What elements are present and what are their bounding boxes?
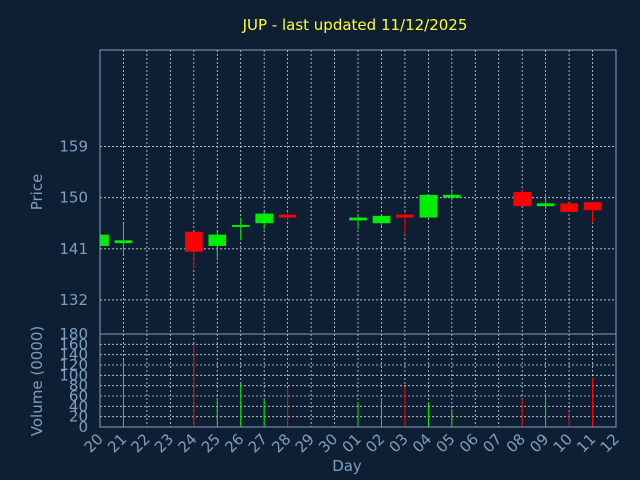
x-tick-label: 23 xyxy=(151,430,177,456)
x-tick-label: 30 xyxy=(315,430,341,456)
x-tick-label: 07 xyxy=(479,430,505,456)
x-tick-label: 22 xyxy=(128,430,154,456)
candle-body xyxy=(100,234,109,246)
x-tick-label: 25 xyxy=(198,430,224,456)
volume-tick-label: 160 xyxy=(59,335,88,353)
candle-body xyxy=(185,231,203,252)
candle-body xyxy=(396,214,414,218)
x-tick-label: 02 xyxy=(362,430,388,456)
x-tick-label: 04 xyxy=(409,430,435,456)
candle-body xyxy=(349,217,367,221)
x-axis-label: Day xyxy=(332,457,362,475)
x-tick-label: 12 xyxy=(597,430,623,456)
x-tick-label: 11 xyxy=(573,430,599,456)
volume-tick-label: 40 xyxy=(69,397,88,415)
price-axis-ticks: 132 141 150 159 xyxy=(59,138,88,309)
x-tick-label: 03 xyxy=(386,430,412,456)
price-tick-label: 159 xyxy=(59,138,88,156)
x-tick-label: 26 xyxy=(221,430,247,456)
x-tick-label: 05 xyxy=(432,430,458,456)
candle-body xyxy=(231,224,250,227)
x-tick-label: 01 xyxy=(339,430,365,456)
candle-body xyxy=(513,192,531,207)
x-tick-label: 10 xyxy=(550,430,576,456)
x-tick-label: 29 xyxy=(292,430,318,456)
candle-body xyxy=(443,194,461,198)
volume-tick-label: 120 xyxy=(59,356,88,374)
volume-tick-label: 20 xyxy=(69,408,88,426)
volume-tick-label: 140 xyxy=(59,346,88,364)
x-tick-label: 08 xyxy=(503,430,529,456)
candle-body xyxy=(255,213,273,224)
chart-title: JUP - last updated 11/12/2025 xyxy=(242,16,468,34)
x-tick-label: 09 xyxy=(526,430,552,456)
x-tick-label: 28 xyxy=(268,430,294,456)
candle-body xyxy=(278,214,297,218)
candle-body xyxy=(560,203,578,212)
x-tick-label: 06 xyxy=(456,430,482,456)
candlestick-series xyxy=(100,189,602,269)
candle-body xyxy=(536,203,555,207)
volume-tick-label: 100 xyxy=(59,366,88,384)
candle-body xyxy=(419,194,438,218)
x-tick-label: 27 xyxy=(245,430,271,456)
volume-tick-label: 60 xyxy=(69,387,88,405)
candle-body xyxy=(114,240,133,244)
price-tick-label: 132 xyxy=(59,291,88,309)
x-tick-label: 24 xyxy=(174,430,200,456)
volume-series xyxy=(122,344,594,427)
candle-body xyxy=(583,202,602,211)
price-tick-label: 150 xyxy=(59,189,88,207)
candle-body xyxy=(208,234,227,246)
volume-tick-label: 80 xyxy=(69,377,88,395)
price-grid xyxy=(100,50,616,334)
x-axis-ticks: 2021222324252627282930010203040506070809… xyxy=(81,430,623,456)
x-tick-label: 21 xyxy=(104,430,130,456)
volume-tick-label: 0 xyxy=(78,418,88,436)
price-axis-label: Price xyxy=(28,174,46,211)
candle-body xyxy=(372,215,391,224)
volume-axis-label: Volume (0000) xyxy=(28,326,46,436)
volume-tick-label: 180 xyxy=(59,325,88,343)
volume-panel-frame xyxy=(99,333,617,428)
price-tick-label: 141 xyxy=(59,240,88,258)
